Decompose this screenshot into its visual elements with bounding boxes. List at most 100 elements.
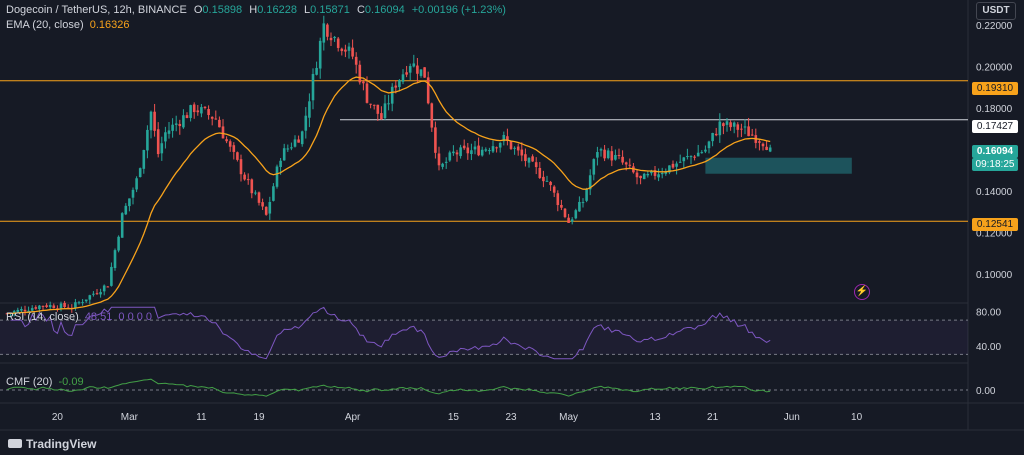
candle-body: [344, 49, 347, 52]
candle-body: [113, 250, 117, 269]
candle-body: [430, 103, 434, 128]
candle-body: [189, 105, 192, 118]
candle-body: [686, 156, 689, 158]
candle-body: [408, 66, 412, 73]
candle-body: [120, 213, 124, 238]
candle-body: [498, 142, 502, 148]
x-tick-label: 15: [448, 412, 460, 423]
candle-body: [750, 134, 754, 136]
candle-body: [624, 162, 628, 165]
candle-body: [671, 163, 675, 168]
candle-body: [358, 64, 362, 83]
candle-body: [570, 219, 574, 222]
candle-body: [423, 67, 426, 78]
candle-body: [567, 217, 570, 223]
candle-body: [214, 118, 218, 120]
cmf-label: CMF (20): [6, 376, 53, 388]
candle-body: [117, 236, 120, 251]
candle-body: [390, 86, 394, 104]
cmf-layer: [0, 378, 968, 397]
candle-body: [333, 36, 336, 39]
candle-body: [650, 170, 653, 174]
candle-body: [228, 141, 232, 147]
flash-icon[interactable]: ⚡: [854, 284, 870, 300]
candle-body: [635, 172, 639, 178]
rsi-value: 48.51: [84, 311, 113, 323]
rsi-tick-label: 80.00: [976, 308, 1001, 319]
candle-body: [675, 163, 678, 167]
candle-body: [362, 81, 365, 84]
candle-body: [707, 141, 711, 149]
candle-body: [329, 37, 333, 41]
candle-body: [617, 154, 621, 156]
candle-body: [509, 140, 513, 149]
candle-body: [34, 307, 38, 309]
candle-body: [340, 48, 344, 52]
candle-body: [5, 313, 9, 315]
ohlc-open: O0.15898: [193, 4, 243, 16]
support-zone: [705, 157, 852, 174]
candle-body: [732, 122, 736, 127]
candle-body: [146, 129, 149, 151]
candle-body: [740, 128, 743, 130]
candle-body: [239, 159, 243, 175]
candle-body: [722, 123, 725, 127]
candle-body: [282, 148, 286, 161]
candle-body: [668, 165, 671, 173]
rsi-label: RSI (14, close): [6, 311, 79, 323]
currency-button[interactable]: USDT: [976, 2, 1016, 20]
rsi-line: [10, 306, 771, 360]
rsi-layer: [0, 306, 968, 360]
candle-body: [322, 23, 326, 43]
candle-body: [704, 149, 707, 152]
grid-layer: [0, 0, 1024, 431]
ohlc-close: C0.16094: [356, 4, 405, 16]
candle-body: [545, 180, 549, 182]
candle-body: [318, 40, 322, 69]
candle-body: [531, 156, 534, 162]
candle-body: [131, 189, 135, 198]
candle-body: [549, 181, 552, 186]
candle-body: [272, 186, 275, 201]
candle-body: [563, 208, 567, 218]
cmf-legend: CMF (20) -0.09: [6, 376, 84, 388]
candle-body: [736, 124, 740, 130]
candle-body: [664, 171, 668, 174]
candle-body: [729, 122, 732, 128]
candle-body: [466, 147, 470, 154]
candle-body: [254, 192, 257, 194]
candle-body: [441, 163, 444, 167]
candle-body: [304, 115, 308, 131]
y-tick-label: 0.10000: [976, 270, 1013, 281]
tradingview-icon: [8, 439, 22, 448]
cmf-line: [6, 378, 771, 397]
candle-body: [99, 292, 102, 295]
candle-body: [297, 139, 300, 143]
candle-body: [290, 147, 293, 149]
candle-body: [401, 74, 405, 82]
candle-body: [20, 308, 23, 311]
zone-layer: [0, 80, 968, 222]
candle-body: [452, 151, 455, 154]
candle-body: [250, 179, 254, 194]
resistance-price-tag: 0.19310: [972, 82, 1018, 95]
candle-body: [639, 175, 642, 179]
ema-line: [7, 76, 771, 315]
candle-body: [488, 150, 491, 152]
candle-body: [761, 143, 765, 147]
candle-body: [574, 210, 578, 219]
candle-body: [657, 174, 660, 178]
candle-body: [167, 130, 171, 134]
candle-body: [524, 154, 527, 161]
candle-body: [81, 302, 84, 304]
candle-body: [128, 198, 131, 207]
candle-body: [480, 149, 484, 156]
candle-body: [592, 159, 596, 175]
candle-body: [66, 307, 70, 309]
candle-body: [369, 103, 372, 105]
candle-body: [185, 115, 189, 118]
candle-body: [153, 111, 156, 131]
candle-body: [268, 201, 272, 214]
candle-body: [758, 141, 761, 143]
